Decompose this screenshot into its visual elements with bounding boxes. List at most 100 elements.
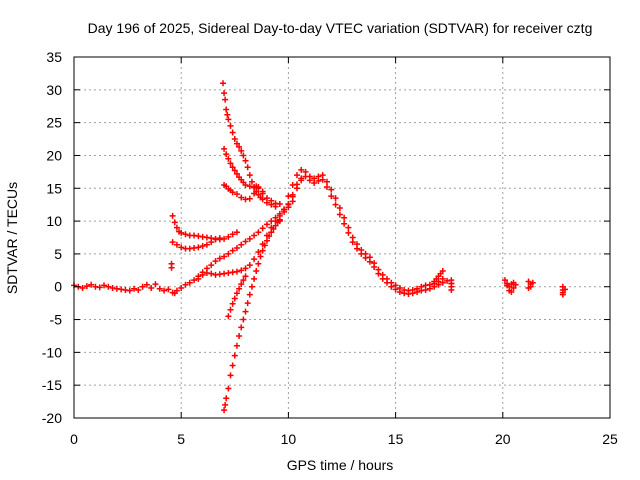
- data-point: [236, 285, 243, 292]
- data-point: [221, 145, 228, 152]
- x-tick-label: 20: [495, 431, 511, 447]
- data-point: [268, 197, 275, 204]
- data-point: [221, 90, 228, 97]
- series-cluster_20_3: [501, 277, 519, 295]
- data-point: [233, 170, 240, 177]
- data-point: [293, 181, 300, 188]
- data-point: [345, 224, 352, 231]
- data-point: [208, 262, 215, 269]
- data-point: [414, 288, 421, 295]
- data-point: [229, 362, 236, 369]
- data-point: [251, 232, 258, 239]
- data-point: [186, 279, 193, 286]
- data-point: [173, 241, 180, 248]
- data-point: [105, 283, 112, 290]
- data-point: [336, 211, 343, 218]
- data-point: [248, 283, 255, 290]
- data-point: [285, 201, 292, 208]
- data-point: [392, 286, 399, 293]
- data-point: [311, 180, 318, 187]
- data-point: [233, 290, 240, 297]
- data-point: [231, 295, 238, 302]
- data-point: [244, 164, 251, 171]
- data-point: [178, 244, 185, 251]
- data-point: [225, 313, 232, 320]
- data-point: [212, 236, 219, 243]
- data-point: [302, 173, 309, 180]
- data-point: [225, 155, 232, 162]
- series-main_peak_lower: [285, 173, 446, 297]
- data-point: [229, 164, 236, 171]
- data-point: [336, 204, 343, 211]
- y-tick-label: 0: [54, 279, 62, 295]
- data-point: [195, 244, 202, 251]
- data-point: [139, 283, 146, 290]
- series-rising_branch_a: [171, 177, 305, 297]
- series-steep_rise_7_10: [221, 216, 283, 414]
- data-point: [255, 229, 262, 236]
- data-point: [242, 238, 249, 245]
- data-point: [96, 284, 103, 291]
- data-point: [328, 186, 335, 193]
- x-tick-label: 25: [602, 431, 618, 447]
- data-point: [345, 229, 352, 236]
- data-point: [246, 291, 253, 298]
- data-point: [233, 229, 240, 236]
- data-point: [242, 273, 249, 280]
- data-point: [182, 281, 189, 288]
- data-point: [242, 157, 249, 164]
- data-point: [222, 401, 229, 408]
- data-point: [332, 201, 339, 208]
- data-point: [323, 183, 330, 190]
- data-point: [143, 281, 150, 288]
- data-point: [285, 193, 292, 200]
- data-point: [227, 122, 234, 129]
- data-point: [266, 233, 273, 240]
- data-point: [131, 285, 138, 292]
- data-point: [238, 324, 245, 331]
- data-point: [229, 247, 236, 254]
- data-point: [227, 372, 234, 379]
- y-tick-label: 5: [54, 246, 62, 262]
- series-isolated_points: [168, 260, 175, 271]
- data-point: [508, 288, 515, 295]
- series-lower_branch_7: [221, 181, 266, 203]
- y-tick-label: 25: [46, 115, 62, 131]
- data-point: [171, 219, 178, 226]
- x-tick-label: 0: [70, 431, 78, 447]
- data-point: [306, 177, 313, 184]
- data-point: [354, 245, 361, 252]
- data-point: [504, 282, 511, 289]
- data-point: [379, 275, 386, 282]
- data-point: [281, 206, 288, 213]
- data-point: [362, 254, 369, 261]
- data-point: [246, 183, 253, 190]
- data-point: [221, 253, 228, 260]
- data-point: [559, 291, 566, 298]
- data-point: [244, 300, 251, 307]
- data-point: [261, 242, 268, 249]
- data-point: [223, 151, 230, 158]
- data-point: [439, 279, 446, 286]
- data-point: [431, 283, 438, 290]
- data-point: [224, 111, 231, 118]
- data-point: [332, 195, 339, 202]
- data-point: [178, 285, 185, 292]
- data-point: [220, 80, 227, 87]
- x-tick-label: 10: [281, 431, 297, 447]
- data-point: [152, 281, 159, 288]
- data-point: [263, 221, 270, 228]
- data-point: [171, 290, 178, 297]
- data-point: [216, 235, 223, 242]
- y-tick-label: 10: [46, 213, 62, 229]
- data-point: [276, 218, 283, 225]
- plot-frame: [73, 56, 611, 419]
- data-point: [229, 300, 236, 307]
- x-tick-label: 5: [177, 431, 185, 447]
- data-point: [375, 270, 382, 277]
- data-point: [341, 214, 348, 221]
- data-point: [236, 143, 243, 150]
- data-point: [79, 285, 86, 292]
- data-point: [135, 287, 142, 294]
- data-point: [169, 212, 176, 219]
